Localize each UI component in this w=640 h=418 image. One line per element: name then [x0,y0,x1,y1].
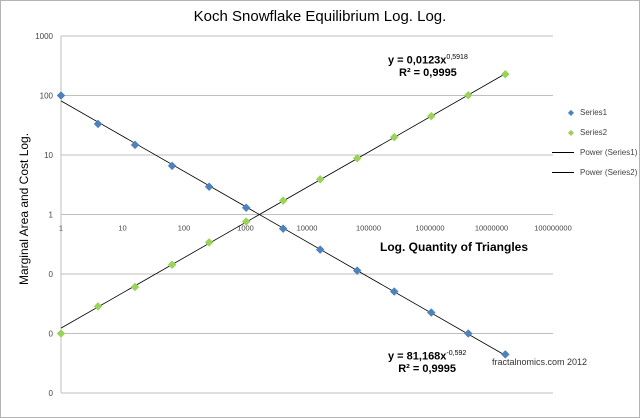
data-point [241,203,251,213]
trendline-equation-series1: y = 81,168x-0,592 R² = 0,9995 [388,350,467,375]
chart-title: Koch Snowflake Equilibrium Log. Log. [193,8,447,25]
data-point [93,301,103,311]
credit-text: fractalnomics.com 2012 [492,357,588,367]
data-point [315,245,325,254]
data-point [241,217,251,226]
x-tick-label: 100000000 [534,224,572,233]
x-tick-label: 10000000 [475,224,508,233]
diamond-icon: ◆ [567,107,574,117]
x-tick-label: 100 [178,224,191,233]
y-tick-label: 0 [49,270,54,279]
line-icon [540,168,580,177]
x-tick-label: 1000 [237,224,254,233]
data-point [204,238,214,247]
data-point [204,182,214,192]
y-tick-label: 1000 [35,32,53,41]
x-tick-label: 1 [59,224,63,233]
data-point [167,161,177,171]
x-tick-label: 10000 [297,224,318,233]
data-point [389,287,399,296]
data-point [93,119,103,129]
y-tick-label: 1 [49,211,54,220]
data-point [352,266,362,275]
data-point [130,282,140,292]
trendline-equation-series2: y = 0,0123x0,5918 R² = 0,9995 [388,54,468,79]
data-point [463,90,473,100]
x-axis-label: Log. Quantity of Triangles [380,240,529,254]
y-tick-label: 0 [49,389,54,398]
line-icon [540,148,580,157]
data-point [426,111,436,121]
data-point [500,69,510,79]
data-point [389,132,399,142]
legend-item-series1: ◆ Series1 [540,102,637,122]
diamond-icon: ◆ [567,127,574,137]
data-point [167,260,177,270]
data-point [463,329,473,338]
x-tick-label: 100000 [356,224,381,233]
data-point [500,350,510,359]
y-tick-label: 100 [40,92,54,101]
data-point [278,224,288,234]
data-point [130,140,140,150]
y-tick-label: 0 [49,330,54,339]
data-point [278,196,288,205]
data-point [315,174,325,184]
data-point [56,91,66,100]
legend-item-power-series2: Power (Series2) [540,162,637,182]
legend-item-series2: ◆ Series2 [540,122,637,142]
data-point [56,329,66,338]
x-tick-label: 10 [118,224,126,233]
data-point [352,153,362,163]
x-tick-label: 1000000 [415,224,444,233]
legend-item-power-series1: Power (Series1) [540,142,637,162]
y-tick-label: 10 [44,151,53,160]
data-point [426,308,436,317]
legend: ◆ Series1 ◆ Series2 Power (Series1) Power … [540,102,637,182]
